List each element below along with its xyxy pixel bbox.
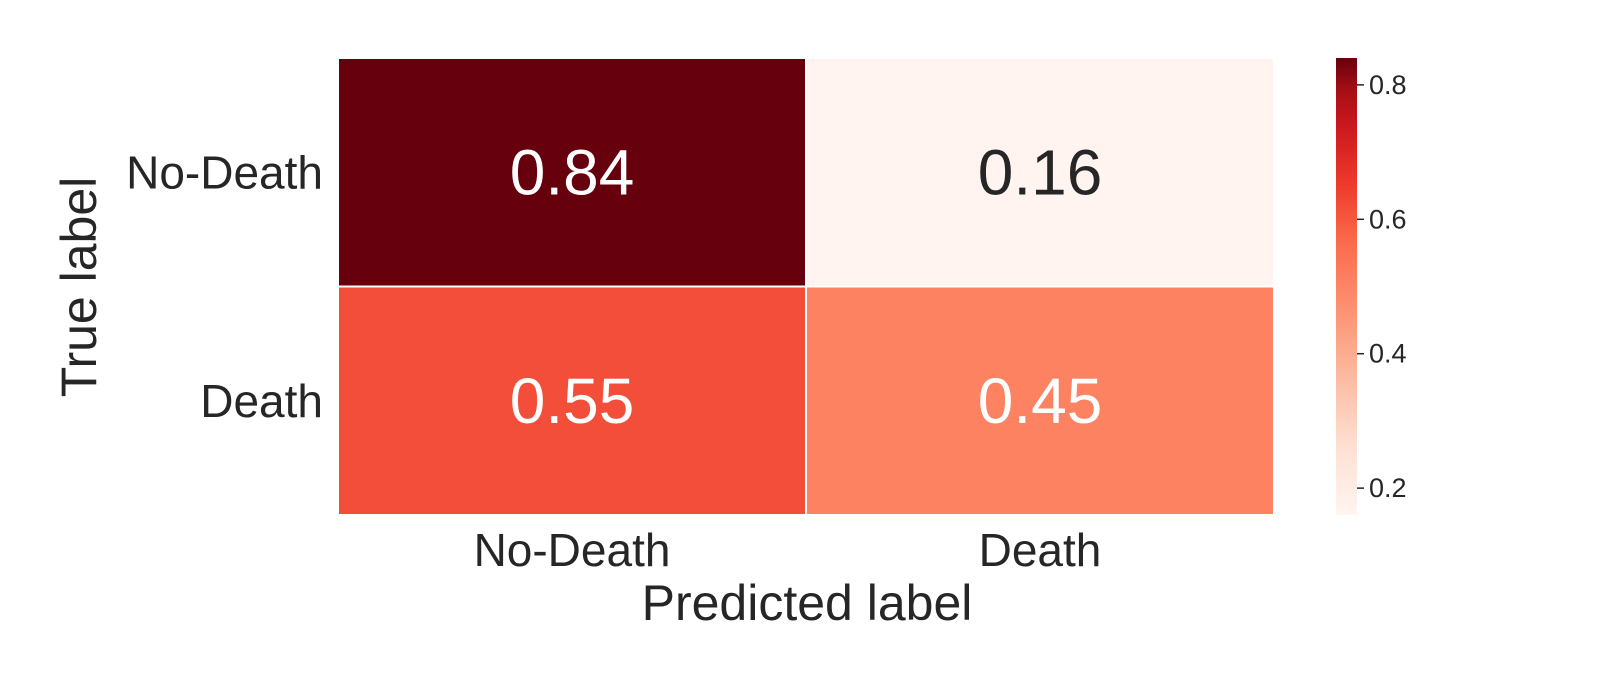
heatmap-cell xyxy=(805,57,1275,288)
cell-value-label: 0.55 xyxy=(510,365,635,437)
y-tick-label: No-Death xyxy=(126,146,323,198)
y-axis-title: True label xyxy=(51,177,107,397)
heatmap-cell-labels: 0.84 0.16 0.55 0.45 xyxy=(510,136,1103,437)
colorbar-tick-label: 0.2 xyxy=(1369,473,1407,503)
x-tick-label: Death xyxy=(979,524,1102,576)
x-axis-title: Predicted label xyxy=(642,575,973,631)
colorbar-tick-label: 0.8 xyxy=(1369,70,1407,100)
heatmap-cell xyxy=(805,285,1275,516)
cell-value-label: 0.16 xyxy=(978,136,1103,208)
cell-value-label: 0.45 xyxy=(978,365,1103,437)
heatmap-cell xyxy=(337,57,807,288)
y-axis-tick-labels: No-Death Death xyxy=(126,146,323,427)
x-tick-label: No-Death xyxy=(474,524,671,576)
heatmap-cell xyxy=(337,285,807,516)
heatmap-cells xyxy=(337,57,1275,516)
cell-value-label: 0.84 xyxy=(510,136,635,208)
y-tick-label: Death xyxy=(200,375,323,427)
colorbar xyxy=(1336,58,1357,515)
colorbar-ticks: 0.2 0.4 0.6 0.8 xyxy=(1357,70,1407,503)
colorbar-tick-label: 0.6 xyxy=(1369,204,1407,234)
x-axis-tick-labels: No-Death Death xyxy=(474,524,1102,576)
colorbar-tick-label: 0.4 xyxy=(1369,339,1407,369)
